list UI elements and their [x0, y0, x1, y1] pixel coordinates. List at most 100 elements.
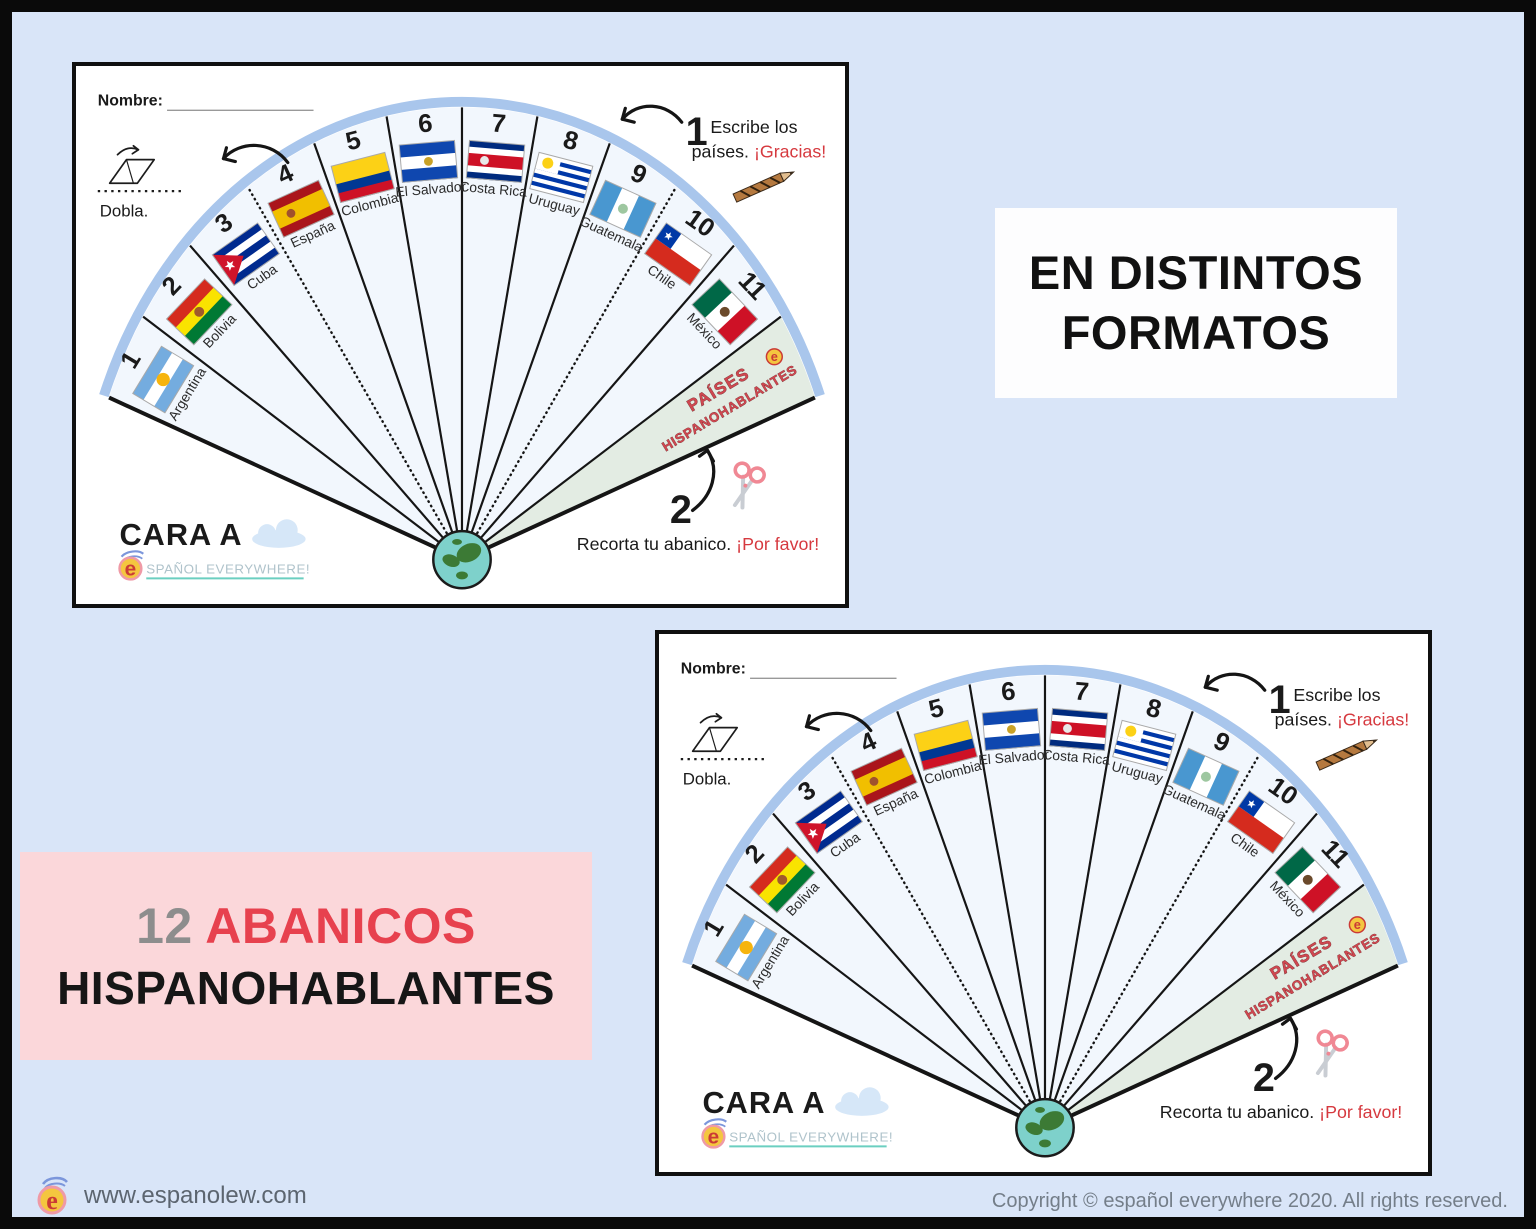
- fan-wedge-9: [461, 143, 677, 560]
- flag-stripe: [1300, 873, 1341, 914]
- flag-stripe: [918, 738, 975, 762]
- dobla-label: Dobla.: [683, 770, 732, 789]
- fan-shape: [1315, 1045, 1338, 1076]
- flag-border: [1172, 747, 1240, 806]
- flag-stripe: [644, 238, 701, 286]
- mini-logo-e: e: [1354, 917, 1361, 932]
- globe-land: [1039, 1111, 1065, 1131]
- step1-black: países.: [1275, 710, 1337, 730]
- flag-border: [643, 222, 713, 287]
- flag-stripe: [984, 733, 1041, 751]
- logo-e-letter: e: [125, 557, 137, 580]
- footer-brand: e www.espanolew.com: [33, 1174, 307, 1218]
- flag-border: [465, 139, 526, 183]
- country-item-elsalvador: 6 El Salvador: [978, 677, 1050, 767]
- flag-stripe: [468, 140, 525, 152]
- flag-border: [529, 151, 594, 204]
- fan-fold-line: [1043, 753, 1261, 1129]
- fan-fold-line: [246, 185, 464, 561]
- flag-stripe: [532, 172, 588, 191]
- arrowhead-icon: [221, 146, 237, 164]
- arrowhead-icon: [1203, 674, 1219, 692]
- flag-stripe: [166, 278, 214, 328]
- mini-logo-e: e: [771, 349, 778, 364]
- fan-cut-line: [1043, 710, 1194, 1129]
- flag-guatemala: [1172, 747, 1240, 806]
- footer-url[interactable]: www.espanolew.com: [84, 1182, 307, 1209]
- flag-chile: [643, 222, 713, 287]
- flag-stripe: [1114, 744, 1170, 763]
- fan-shape: [835, 1098, 889, 1116]
- country-number: 5: [343, 126, 364, 157]
- flag-stripe: [466, 165, 523, 177]
- flag-stripe: [1227, 806, 1284, 854]
- flag-stripe: [132, 346, 173, 401]
- flag-border: [165, 278, 233, 346]
- abanicos-line1: 12 ABANICOS: [136, 897, 476, 955]
- flag-stripe: [851, 748, 906, 781]
- flag-emblem: [869, 776, 879, 786]
- fan-shape: [1352, 744, 1364, 752]
- fan-shape: [252, 530, 306, 548]
- logo-swirl: [120, 550, 144, 558]
- flag-stripe: [1051, 708, 1108, 720]
- abanicos-count: 12: [136, 898, 193, 954]
- step2-red: ¡Por favor!: [1319, 1102, 1402, 1122]
- fan-wedge-1: [692, 884, 1045, 1128]
- worksheet-page-1: 1 Argentina 2 Bolivia 3 Cuba 4 España 5 Colombia 6…: [72, 62, 849, 608]
- step2-number: 2: [1253, 1056, 1275, 1100]
- flag-stripe: [468, 146, 525, 158]
- fan-wedge-3: [190, 186, 462, 560]
- fan-shape: [1362, 739, 1379, 751]
- abanicos-word: ABANICOS: [205, 898, 476, 954]
- brand-text: SPAÑOL EVERYWHERE!: [729, 1129, 893, 1144]
- fan-wedge-9: [1044, 711, 1260, 1128]
- fold-paper-icon: [691, 712, 739, 753]
- globe-land: [1039, 1139, 1051, 1148]
- flag-emblem: [156, 372, 170, 387]
- flag-guatemala: [589, 179, 657, 238]
- flag-triangle: [212, 254, 244, 286]
- fan-wedge-11: [461, 245, 781, 560]
- flag-stripe: [921, 747, 978, 771]
- flag-stripe: [1049, 739, 1106, 751]
- fan-shape: [108, 158, 156, 185]
- curved-arrow: [804, 711, 873, 733]
- step1-text-line2: países. ¡Gracias!: [1275, 710, 1410, 730]
- step1-text-line1: Escribe los: [710, 117, 797, 137]
- brand-logo: e SPAÑOL EVERYWHERE!: [701, 1118, 893, 1149]
- fan-wedge-5: [314, 116, 462, 560]
- fan-cut-line: [461, 395, 816, 562]
- worksheet-fan-svg-1: 1Argentina2Bolivia3Cuba4España5Colombia6…: [98, 92, 826, 590]
- flag-border: [211, 222, 281, 287]
- country-number: 8: [560, 126, 581, 157]
- mini-logo-disc: [1348, 916, 1366, 934]
- fan-shape: [1331, 1034, 1349, 1052]
- fan-wedge-10: [461, 186, 734, 560]
- flag-border: [748, 846, 816, 914]
- flag-emblem: [1006, 724, 1016, 734]
- logo-disc: [118, 556, 143, 581]
- flag-emblem: [617, 203, 628, 214]
- globe-land: [1035, 1106, 1045, 1113]
- flag-elsalvador: [981, 707, 1042, 751]
- flag-emblem: [423, 156, 433, 166]
- step2-red: ¡Por favor!: [736, 534, 819, 554]
- cloud-icon: [252, 519, 306, 548]
- fan-shape: [1322, 757, 1334, 765]
- fan-shape: [714, 712, 723, 723]
- fan-cut-line: [108, 395, 463, 562]
- flag-emblem: [542, 157, 554, 169]
- flag-border: [132, 345, 195, 414]
- flag-border: [1112, 719, 1177, 772]
- flag-stripe: [692, 278, 733, 319]
- flag-bolivia: [165, 278, 233, 346]
- flag-stripe: [212, 222, 263, 262]
- fan-wedge-2: [726, 813, 1045, 1128]
- flag-costarica: [1048, 707, 1109, 751]
- flag-emblem: [286, 208, 296, 218]
